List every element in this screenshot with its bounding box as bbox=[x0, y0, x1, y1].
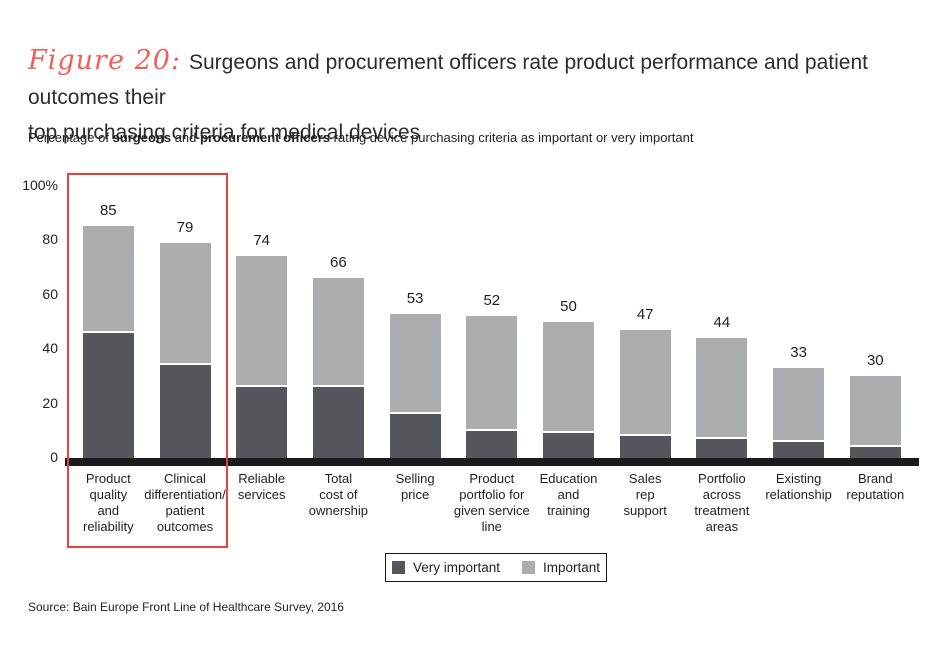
stacked-bar bbox=[543, 321, 594, 459]
category-label: Selling price bbox=[395, 471, 435, 502]
bar-segment-important bbox=[236, 256, 288, 388]
stacked-bar bbox=[696, 338, 748, 458]
y-axis-tick-label: 100% bbox=[22, 176, 58, 193]
bar-segment-important bbox=[82, 226, 134, 333]
bar-segment-important bbox=[466, 316, 518, 431]
category-label: Clinical differentiation/ patient outcom… bbox=[144, 471, 226, 534]
category-label: Existing relationship bbox=[765, 471, 832, 502]
bar-segment-very-important bbox=[236, 387, 288, 459]
bar-segment-important bbox=[849, 376, 901, 448]
bar-segment-very-important bbox=[619, 436, 671, 458]
y-axis-tick-label: 0 bbox=[50, 449, 58, 465]
legend-label: Very important bbox=[412, 560, 500, 575]
bar-segment-very-important bbox=[849, 447, 901, 459]
stacked-bar bbox=[82, 226, 134, 458]
bar-segment-very-important bbox=[543, 433, 594, 459]
bar-value-label: 44 bbox=[713, 314, 731, 332]
bar-segment-very-important bbox=[389, 414, 441, 458]
chart-subtitle: Percentage of surgeons and procurement o… bbox=[28, 130, 693, 145]
bar-segment-important bbox=[543, 321, 594, 434]
bar-segment-very-important bbox=[696, 438, 748, 458]
bar-segment-very-important bbox=[312, 387, 364, 458]
subtitle-mid: and bbox=[171, 130, 200, 145]
highlight-box bbox=[67, 173, 228, 548]
stacked-bar bbox=[159, 242, 211, 458]
bar-segment-very-important bbox=[773, 441, 825, 458]
y-axis-tick-label: 20 bbox=[42, 394, 58, 411]
bar-value-label: 47 bbox=[636, 305, 654, 323]
subtitle-suffix: rating device purchasing criteria as imp… bbox=[330, 130, 694, 145]
stacked-bar bbox=[773, 368, 825, 458]
bar-value-label: 74 bbox=[253, 232, 271, 250]
subtitle-prefix: Percentage of bbox=[28, 130, 113, 145]
bar-value-label: 85 bbox=[99, 202, 117, 220]
stacked-bar bbox=[466, 316, 518, 458]
legend-swatch-very-important bbox=[391, 561, 405, 574]
subtitle-bold-surgeons: surgeons bbox=[112, 130, 172, 145]
source-note: Source: Bain Europe Front Line of Health… bbox=[28, 600, 344, 614]
stacked-bar bbox=[312, 278, 364, 458]
bar-segment-important bbox=[696, 338, 748, 439]
figure-title-text: Surgeons and procurement officers rate p… bbox=[28, 51, 868, 144]
bar-value-label: 66 bbox=[330, 254, 347, 272]
bar-segment-important bbox=[312, 278, 364, 388]
category-label: Education and training bbox=[539, 471, 598, 518]
bar-segment-important bbox=[619, 329, 671, 437]
y-axis-tick-label: 80 bbox=[42, 231, 58, 247]
bar-value-label: 50 bbox=[560, 297, 577, 315]
chart-legend: Very important Important bbox=[385, 553, 607, 582]
y-axis-tick-label: 60 bbox=[42, 285, 58, 302]
figure-number-label: Figure 20: bbox=[28, 45, 181, 76]
category-label: Brand reputation bbox=[846, 471, 905, 502]
bar-value-label: 79 bbox=[176, 218, 194, 236]
category-label: Total cost of ownership bbox=[308, 471, 369, 518]
legend-item: Important bbox=[522, 560, 600, 575]
category-label: Sales rep support bbox=[623, 471, 667, 518]
category-label: Product quality and reliability bbox=[83, 471, 134, 534]
legend-item: Very important bbox=[391, 560, 500, 575]
figure-title: Figure 20: Surgeons and procurement offic… bbox=[28, 44, 928, 151]
stacked-bar bbox=[849, 376, 901, 459]
bar-value-label: 30 bbox=[866, 352, 884, 370]
category-label: Portfolio across treatment areas bbox=[694, 471, 750, 534]
category-label: Reliable services bbox=[237, 471, 286, 502]
category-label: Product portfolio for given service line bbox=[453, 471, 530, 534]
bar-segment-important bbox=[159, 242, 211, 366]
bar-value-label: 33 bbox=[790, 344, 807, 362]
stacked-bar bbox=[619, 329, 671, 458]
bar-segment-important bbox=[389, 313, 441, 415]
bar-segment-very-important bbox=[159, 365, 211, 458]
legend-label: Important bbox=[543, 560, 601, 575]
bar-segment-very-important bbox=[82, 332, 134, 458]
bar-value-label: 52 bbox=[483, 292, 501, 310]
y-axis-tick-label: 40 bbox=[42, 340, 58, 356]
stacked-bar bbox=[236, 256, 288, 459]
legend-swatch-important bbox=[522, 561, 535, 574]
figure-title-line2: top purchasing criteria for medical devi… bbox=[28, 121, 421, 144]
subtitle-bold-procurement-officers: procurement officers bbox=[200, 130, 331, 145]
stacked-bar bbox=[389, 313, 441, 458]
x-axis-line bbox=[65, 458, 919, 466]
figure-title-line1: Surgeons and procurement officers rate p… bbox=[28, 51, 868, 109]
bar-value-label: 53 bbox=[406, 289, 424, 307]
bar-segment-very-important bbox=[466, 430, 518, 458]
bar-segment-important bbox=[773, 368, 825, 442]
